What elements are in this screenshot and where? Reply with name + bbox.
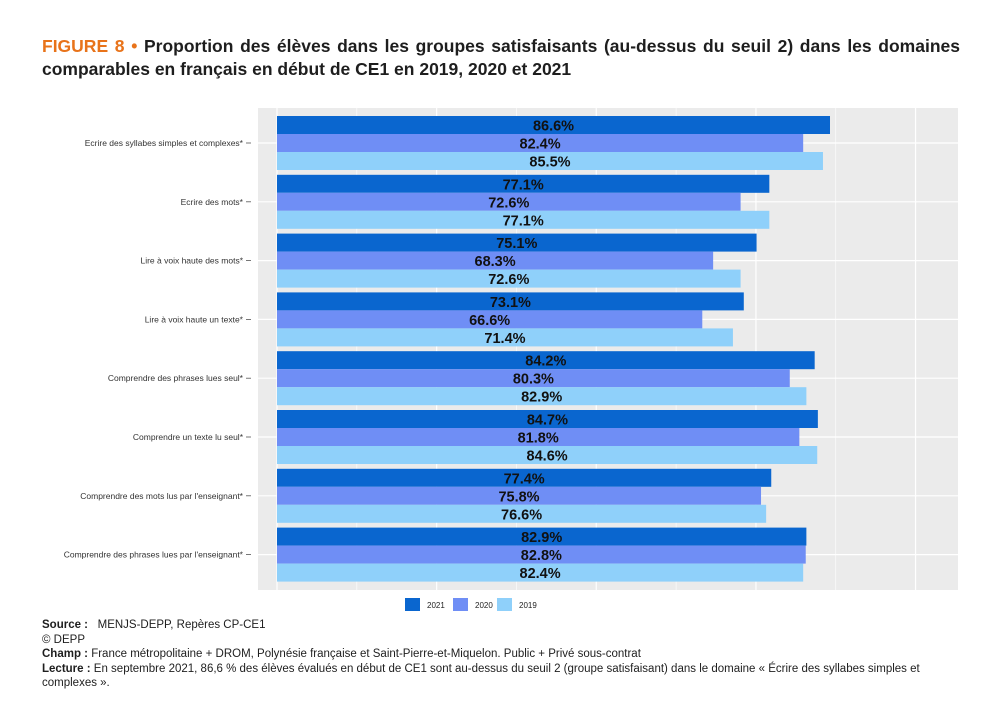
lecture-text: En septembre 2021, 86,6 % des élèves éva… bbox=[42, 662, 920, 690]
bar bbox=[277, 369, 790, 388]
bar bbox=[277, 292, 744, 311]
lecture-label: Lecture : bbox=[42, 662, 91, 675]
bar bbox=[277, 527, 807, 546]
figure-title: FIGURE 8 • Proportion des élèves dans le… bbox=[42, 35, 960, 81]
copyright-line: © DEPP bbox=[42, 633, 85, 646]
bar bbox=[277, 134, 804, 152]
legend-label: 2020 bbox=[475, 601, 493, 610]
bar bbox=[277, 504, 767, 523]
source-text: MENJS-DEPP, Repères CP-CE1 bbox=[97, 619, 266, 631]
legend-swatch bbox=[453, 598, 468, 611]
bar bbox=[277, 174, 770, 193]
figure-bullet: • bbox=[131, 36, 138, 56]
data-label: 84.2% bbox=[525, 354, 566, 370]
source-line: Source : MENJS-DEPP, Repères CP-CE1 bbox=[42, 618, 962, 633]
legend-swatch bbox=[497, 598, 512, 611]
bar bbox=[277, 545, 806, 564]
legend-swatch bbox=[405, 598, 420, 611]
category-tick-label: Lire à voix haute un texte* bbox=[145, 314, 244, 324]
bar bbox=[277, 269, 741, 288]
data-label: 86.6% bbox=[533, 119, 574, 135]
bar bbox=[277, 328, 733, 347]
data-label: 85.5% bbox=[529, 155, 570, 171]
data-label: 75.8% bbox=[498, 489, 539, 505]
legend-label: 2021 bbox=[427, 601, 445, 610]
category-tick-label: Ecrire des syllabes simples et complexes… bbox=[85, 138, 244, 148]
bar bbox=[277, 428, 800, 446]
figure-label: FIGURE 8 bbox=[42, 36, 125, 56]
data-label: 77.1% bbox=[503, 213, 544, 229]
source-label: Source : bbox=[42, 619, 89, 631]
data-label: 82.4% bbox=[520, 137, 561, 153]
bar bbox=[277, 486, 762, 505]
bar bbox=[277, 563, 804, 582]
champ-text: France métropolitaine + DROM, Polynésie … bbox=[91, 648, 641, 660]
data-label: 82.9% bbox=[521, 390, 562, 406]
category-tick-label: Comprendre des phrases lues seul* bbox=[108, 373, 244, 383]
bar bbox=[277, 468, 772, 487]
data-label: 75.1% bbox=[496, 236, 537, 252]
bar bbox=[277, 251, 714, 270]
bar bbox=[277, 152, 823, 170]
champ-label: Champ : bbox=[42, 648, 88, 660]
champ-line: Champ : France métropolitaine + DROM, Po… bbox=[42, 647, 962, 662]
data-label: 82.8% bbox=[521, 548, 562, 564]
data-label: 66.6% bbox=[469, 313, 510, 329]
data-label: 82.4% bbox=[520, 566, 561, 582]
lecture-line: Lecture : En septembre 2021, 86,6 % des … bbox=[42, 662, 962, 691]
data-label: 80.3% bbox=[513, 372, 554, 388]
figure-notes: Source : MENJS-DEPP, Repères CP-CE1 © DE… bbox=[42, 618, 962, 691]
category-tick-label: Comprendre un texte lu seul* bbox=[133, 432, 244, 442]
category-tick-label: Comprendre des mots lus par l'enseignant… bbox=[80, 491, 243, 501]
data-label: 77.4% bbox=[504, 471, 545, 487]
data-label: 72.6% bbox=[488, 272, 529, 288]
figure-title-text: Proportion des élèves dans les groupes s… bbox=[42, 36, 960, 79]
bar bbox=[277, 351, 815, 370]
data-label: 84.7% bbox=[527, 413, 568, 429]
data-label: 73.1% bbox=[490, 295, 531, 311]
data-label: 68.3% bbox=[475, 254, 516, 270]
category-tick-label: Lire à voix haute des mots* bbox=[140, 256, 243, 266]
bar bbox=[277, 233, 757, 252]
bar bbox=[277, 210, 770, 229]
bar bbox=[277, 387, 807, 406]
data-label: 76.6% bbox=[501, 507, 542, 523]
bar bbox=[277, 116, 830, 134]
bar bbox=[277, 446, 818, 464]
data-label: 84.6% bbox=[527, 449, 568, 465]
category-tick-label: Ecrire des mots* bbox=[181, 197, 244, 207]
bar bbox=[277, 310, 703, 329]
data-label: 72.6% bbox=[488, 195, 529, 211]
data-label: 81.8% bbox=[518, 431, 559, 447]
data-label: 82.9% bbox=[521, 530, 562, 546]
data-label: 77.1% bbox=[503, 177, 544, 193]
legend-label: 2019 bbox=[519, 601, 537, 610]
category-tick-label: Comprendre des phrases lues par l'enseig… bbox=[64, 550, 244, 560]
bar bbox=[277, 410, 818, 428]
data-label: 71.4% bbox=[484, 331, 525, 347]
bar bbox=[277, 192, 741, 211]
